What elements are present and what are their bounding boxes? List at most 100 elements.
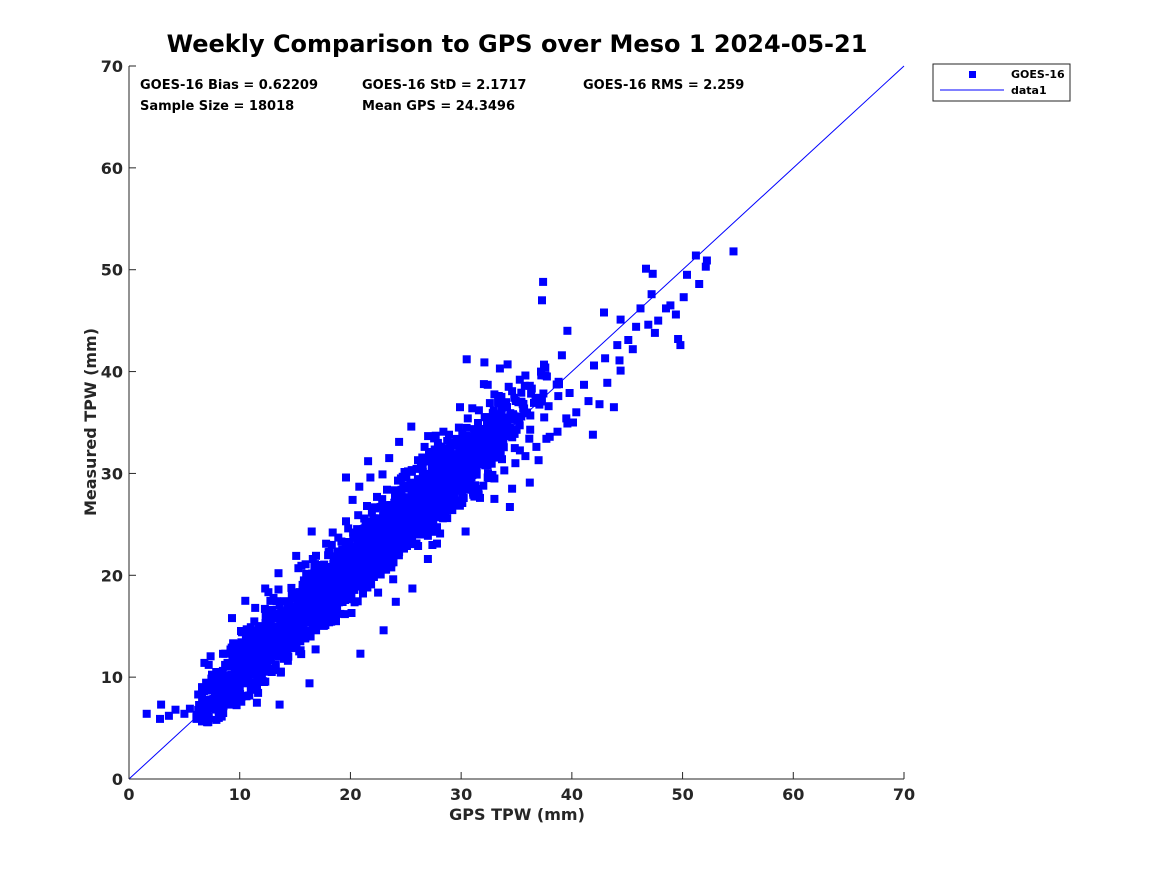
- scatter-point: [314, 617, 323, 626]
- scatter-point: [257, 624, 266, 633]
- scatter-point: [497, 404, 506, 413]
- scatter-point: [470, 492, 479, 501]
- scatter-point: [436, 467, 445, 476]
- scatter-point: [380, 556, 389, 564]
- scatter-point: [307, 527, 316, 536]
- scatter-point: [372, 562, 381, 571]
- scatter-point: [569, 418, 577, 427]
- scatter-point: [243, 657, 252, 666]
- scatter-point: [394, 529, 402, 538]
- scatter-point: [595, 400, 604, 409]
- scatter-point: [198, 717, 206, 726]
- scatter-point: [344, 524, 353, 533]
- scatter-point: [517, 388, 526, 397]
- scatter-point: [526, 411, 535, 420]
- scatter-point: [336, 578, 345, 587]
- scatter-point: [362, 572, 370, 581]
- scatter-point: [354, 546, 362, 555]
- x-tick-label: 70: [893, 785, 915, 804]
- scatter-point: [310, 579, 319, 588]
- scatter-point: [250, 617, 259, 626]
- scatter-point: [479, 380, 488, 389]
- scatter-point: [565, 389, 574, 397]
- scatter-point: [312, 551, 320, 560]
- scatter-point: [373, 492, 381, 501]
- scatter-point: [562, 414, 571, 423]
- scatter-point: [642, 264, 650, 273]
- scatter-point: [282, 638, 291, 647]
- scatter-point: [241, 596, 250, 605]
- scatter-point: [254, 675, 263, 684]
- scatter-point: [255, 649, 264, 658]
- scatter-point: [266, 656, 275, 664]
- scatter-point: [469, 444, 478, 453]
- scatter-point: [539, 277, 548, 286]
- scatter-point: [527, 384, 536, 393]
- scatter-point: [541, 371, 550, 380]
- scatter-point: [372, 541, 381, 550]
- scatter-point: [363, 564, 372, 572]
- scatter-point: [292, 551, 301, 560]
- scatter-point: [219, 649, 227, 658]
- scatter-point: [401, 503, 410, 511]
- scatter-point: [496, 446, 505, 454]
- scatter-point: [600, 308, 608, 317]
- scatter-point: [340, 610, 349, 619]
- scatter-point: [462, 472, 471, 481]
- scatter-point: [472, 432, 481, 440]
- scatter-point: [391, 486, 399, 495]
- x-tick-label: 50: [671, 785, 693, 804]
- scatter-point: [525, 434, 534, 443]
- scatter-point: [503, 403, 511, 411]
- scatter-point: [414, 542, 423, 550]
- scatter-point: [323, 575, 331, 584]
- scatter-point: [385, 454, 394, 463]
- scatter-point: [391, 517, 400, 526]
- scatter-point: [418, 453, 427, 462]
- scatter-point: [490, 494, 499, 503]
- scatter-point: [504, 382, 513, 391]
- scatter-point: [346, 581, 355, 590]
- scatter-point: [423, 492, 431, 500]
- scatter-point: [526, 425, 535, 434]
- scatter-point: [374, 588, 383, 597]
- scatter-point: [474, 490, 483, 499]
- scatter-point: [527, 389, 536, 398]
- scatter-point: [276, 615, 285, 624]
- scatter-point: [400, 532, 409, 541]
- scatter-point: [261, 619, 270, 627]
- scatter-point: [474, 438, 483, 446]
- scatter-point: [609, 403, 618, 412]
- scatter-point: [508, 387, 517, 396]
- legend-label-data1: data1: [1011, 84, 1047, 97]
- scatter-point: [462, 355, 471, 364]
- scatter-point: [683, 270, 691, 279]
- scatter-point: [247, 636, 256, 645]
- scatter-point: [383, 485, 391, 494]
- scatter-point: [490, 390, 499, 399]
- scatter-point: [439, 508, 447, 517]
- scatter-point: [237, 646, 246, 655]
- scatter-point: [346, 550, 355, 558]
- scatter-point: [206, 652, 215, 661]
- scatter-point: [355, 482, 364, 491]
- scatter-point: [235, 666, 244, 675]
- scatter-point: [307, 594, 316, 602]
- scatter-point: [301, 560, 310, 569]
- scatter-point: [324, 548, 333, 557]
- scatter-point: [702, 256, 711, 265]
- scatter-point: [415, 487, 424, 496]
- scatter-point: [488, 470, 497, 479]
- scatter-point: [481, 445, 490, 454]
- scatter-point: [258, 659, 267, 668]
- scatter-point: [654, 316, 663, 325]
- scatter-point: [332, 596, 341, 605]
- scatter-point: [156, 714, 164, 723]
- scatter-point: [319, 590, 328, 598]
- y-tick-label: 10: [101, 668, 123, 687]
- scatter-point: [515, 375, 524, 384]
- scatter-point: [283, 650, 292, 658]
- scatter-point: [463, 443, 472, 451]
- scatter-point: [227, 670, 236, 679]
- scatter-point: [535, 400, 544, 409]
